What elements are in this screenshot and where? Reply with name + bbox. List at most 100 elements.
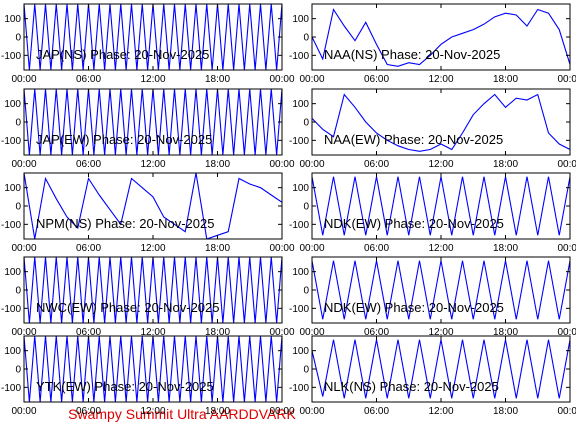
- x-tick-label: 18:00: [205, 406, 230, 417]
- subplot: -100 0 100 00:00 06:00 12:00 18:00 00:00 JAP(NS)…: [1, 3, 295, 85]
- panel-title: NAA(NS) Phase: 20-Nov-2025: [324, 47, 500, 62]
- y-tick-label: 0: [303, 286, 309, 297]
- panel-title: YTK(EW) Phase: 20-Nov-2025: [36, 379, 214, 394]
- phase-line: [312, 93, 570, 152]
- y-tick-label: -100: [1, 383, 21, 394]
- x-tick-label: 00:00: [299, 327, 324, 338]
- subplot: -100 0 100 00:00 06:00 12:00 18:00 00:00 NDK(EW)…: [289, 256, 576, 338]
- x-tick-label: 06:00: [76, 159, 101, 170]
- y-tick-label: 100: [292, 99, 309, 110]
- subplot: -100 0 100 00:00 06:00 12:00 18:00 00:00 NLK(NS)…: [289, 335, 576, 417]
- phase-line: [24, 173, 282, 239]
- x-tick-label: 00:00: [269, 406, 294, 417]
- x-tick-label: 00:00: [269, 74, 294, 85]
- x-tick-label: 00:00: [299, 406, 324, 417]
- x-tick-label: 06:00: [76, 327, 101, 338]
- x-tick-label: 00:00: [557, 74, 576, 85]
- y-tick-label: 0: [303, 33, 309, 44]
- x-tick-label: 18:00: [493, 327, 518, 338]
- y-tick-label: 0: [15, 118, 21, 129]
- y-tick-label: -100: [289, 136, 309, 147]
- x-tick-label: 18:00: [493, 243, 518, 254]
- subplot: -100 0 100 00:00 06:00 12:00 18:00 00:00 NAA(EW)…: [289, 88, 576, 170]
- y-tick-label: 100: [4, 14, 21, 25]
- y-tick-label: -100: [289, 51, 309, 62]
- x-tick-label: 18:00: [493, 406, 518, 417]
- y-tick-label: 100: [4, 346, 21, 357]
- x-tick-label: 12:00: [428, 327, 453, 338]
- y-tick-label: 100: [4, 183, 21, 194]
- x-tick-label: 00:00: [557, 327, 576, 338]
- subplot: -100 0 100 00:00 06:00 12:00 18:00 00:00 NPM(NS)…: [1, 172, 295, 254]
- x-tick-label: 00:00: [299, 74, 324, 85]
- y-tick-label: -100: [1, 220, 21, 231]
- x-tick-label: 00:00: [269, 243, 294, 254]
- y-tick-label: 100: [292, 346, 309, 357]
- panel-title: NAA(EW) Phase: 20-Nov-2025: [324, 132, 503, 147]
- x-tick-label: 00:00: [557, 406, 576, 417]
- y-tick-label: 0: [15, 365, 21, 376]
- y-tick-label: 100: [4, 267, 21, 278]
- x-tick-label: 06:00: [364, 406, 389, 417]
- x-tick-label: 12:00: [140, 243, 165, 254]
- y-tick-label: 0: [303, 365, 309, 376]
- x-tick-label: 18:00: [493, 159, 518, 170]
- x-tick-label: 00:00: [11, 406, 36, 417]
- y-tick-label: 100: [4, 99, 21, 110]
- x-tick-label: 18:00: [205, 74, 230, 85]
- footer: Swampy Summit Ultra AARDDVARK: [68, 406, 296, 422]
- x-tick-label: 00:00: [557, 159, 576, 170]
- x-tick-label: 12:00: [428, 74, 453, 85]
- x-tick-label: 06:00: [76, 74, 101, 85]
- y-tick-label: -100: [289, 304, 309, 315]
- x-tick-label: 12:00: [140, 74, 165, 85]
- y-tick-label: 0: [303, 202, 309, 213]
- x-tick-label: 00:00: [557, 243, 576, 254]
- x-tick-label: 00:00: [299, 159, 324, 170]
- x-tick-label: 12:00: [428, 243, 453, 254]
- y-tick-label: 0: [15, 33, 21, 44]
- subplot: -100 0 100 00:00 06:00 12:00 18:00 00:00 NDK(EW)…: [289, 172, 576, 254]
- x-tick-label: 00:00: [269, 159, 294, 170]
- x-tick-label: 00:00: [11, 243, 36, 254]
- x-tick-label: 12:00: [140, 406, 165, 417]
- x-tick-label: 12:00: [428, 406, 453, 417]
- y-tick-label: 100: [292, 14, 309, 25]
- x-tick-label: 18:00: [205, 327, 230, 338]
- x-tick-label: 00:00: [11, 159, 36, 170]
- y-tick-label: -100: [1, 136, 21, 147]
- x-tick-label: 06:00: [76, 406, 101, 417]
- y-tick-label: -100: [1, 51, 21, 62]
- y-tick-label: -100: [289, 220, 309, 231]
- x-tick-label: 12:00: [140, 327, 165, 338]
- y-tick-label: -100: [1, 304, 21, 315]
- y-tick-label: 100: [292, 183, 309, 194]
- x-tick-label: 06:00: [364, 243, 389, 254]
- panel-title: NDK(EW) Phase: 20-Nov-2025: [324, 216, 504, 231]
- y-tick-label: 0: [303, 118, 309, 129]
- panel-title: JAP(EW) Phase: 20-Nov-2025: [36, 132, 212, 147]
- panel-title: JAP(NS) Phase: 20-Nov-2025: [36, 47, 209, 62]
- panel-title: NPM(NS) Phase: 20-Nov-2025: [36, 216, 214, 231]
- x-tick-label: 06:00: [364, 159, 389, 170]
- x-tick-label: 18:00: [493, 74, 518, 85]
- y-tick-label: 0: [15, 202, 21, 213]
- x-tick-label: 00:00: [269, 327, 294, 338]
- x-tick-label: 12:00: [428, 159, 453, 170]
- phase-line: [312, 8, 570, 67]
- panel-title: NWC(EW) Phase: 20-Nov-2025: [36, 300, 220, 315]
- x-tick-label: 06:00: [364, 74, 389, 85]
- x-tick-label: 06:00: [76, 243, 101, 254]
- x-tick-label: 00:00: [299, 243, 324, 254]
- subplot: -100 0 100 00:00 06:00 12:00 18:00 00:00 JAP(EW)…: [1, 88, 295, 170]
- x-tick-label: 06:00: [364, 327, 389, 338]
- panel-title: NDK(EW) Phase: 20-Nov-2025: [324, 300, 504, 315]
- y-tick-label: -100: [289, 383, 309, 394]
- y-tick-label: 100: [292, 267, 309, 278]
- x-tick-label: 18:00: [205, 159, 230, 170]
- x-tick-label: 00:00: [11, 327, 36, 338]
- x-tick-label: 18:00: [205, 243, 230, 254]
- x-tick-label: 12:00: [140, 159, 165, 170]
